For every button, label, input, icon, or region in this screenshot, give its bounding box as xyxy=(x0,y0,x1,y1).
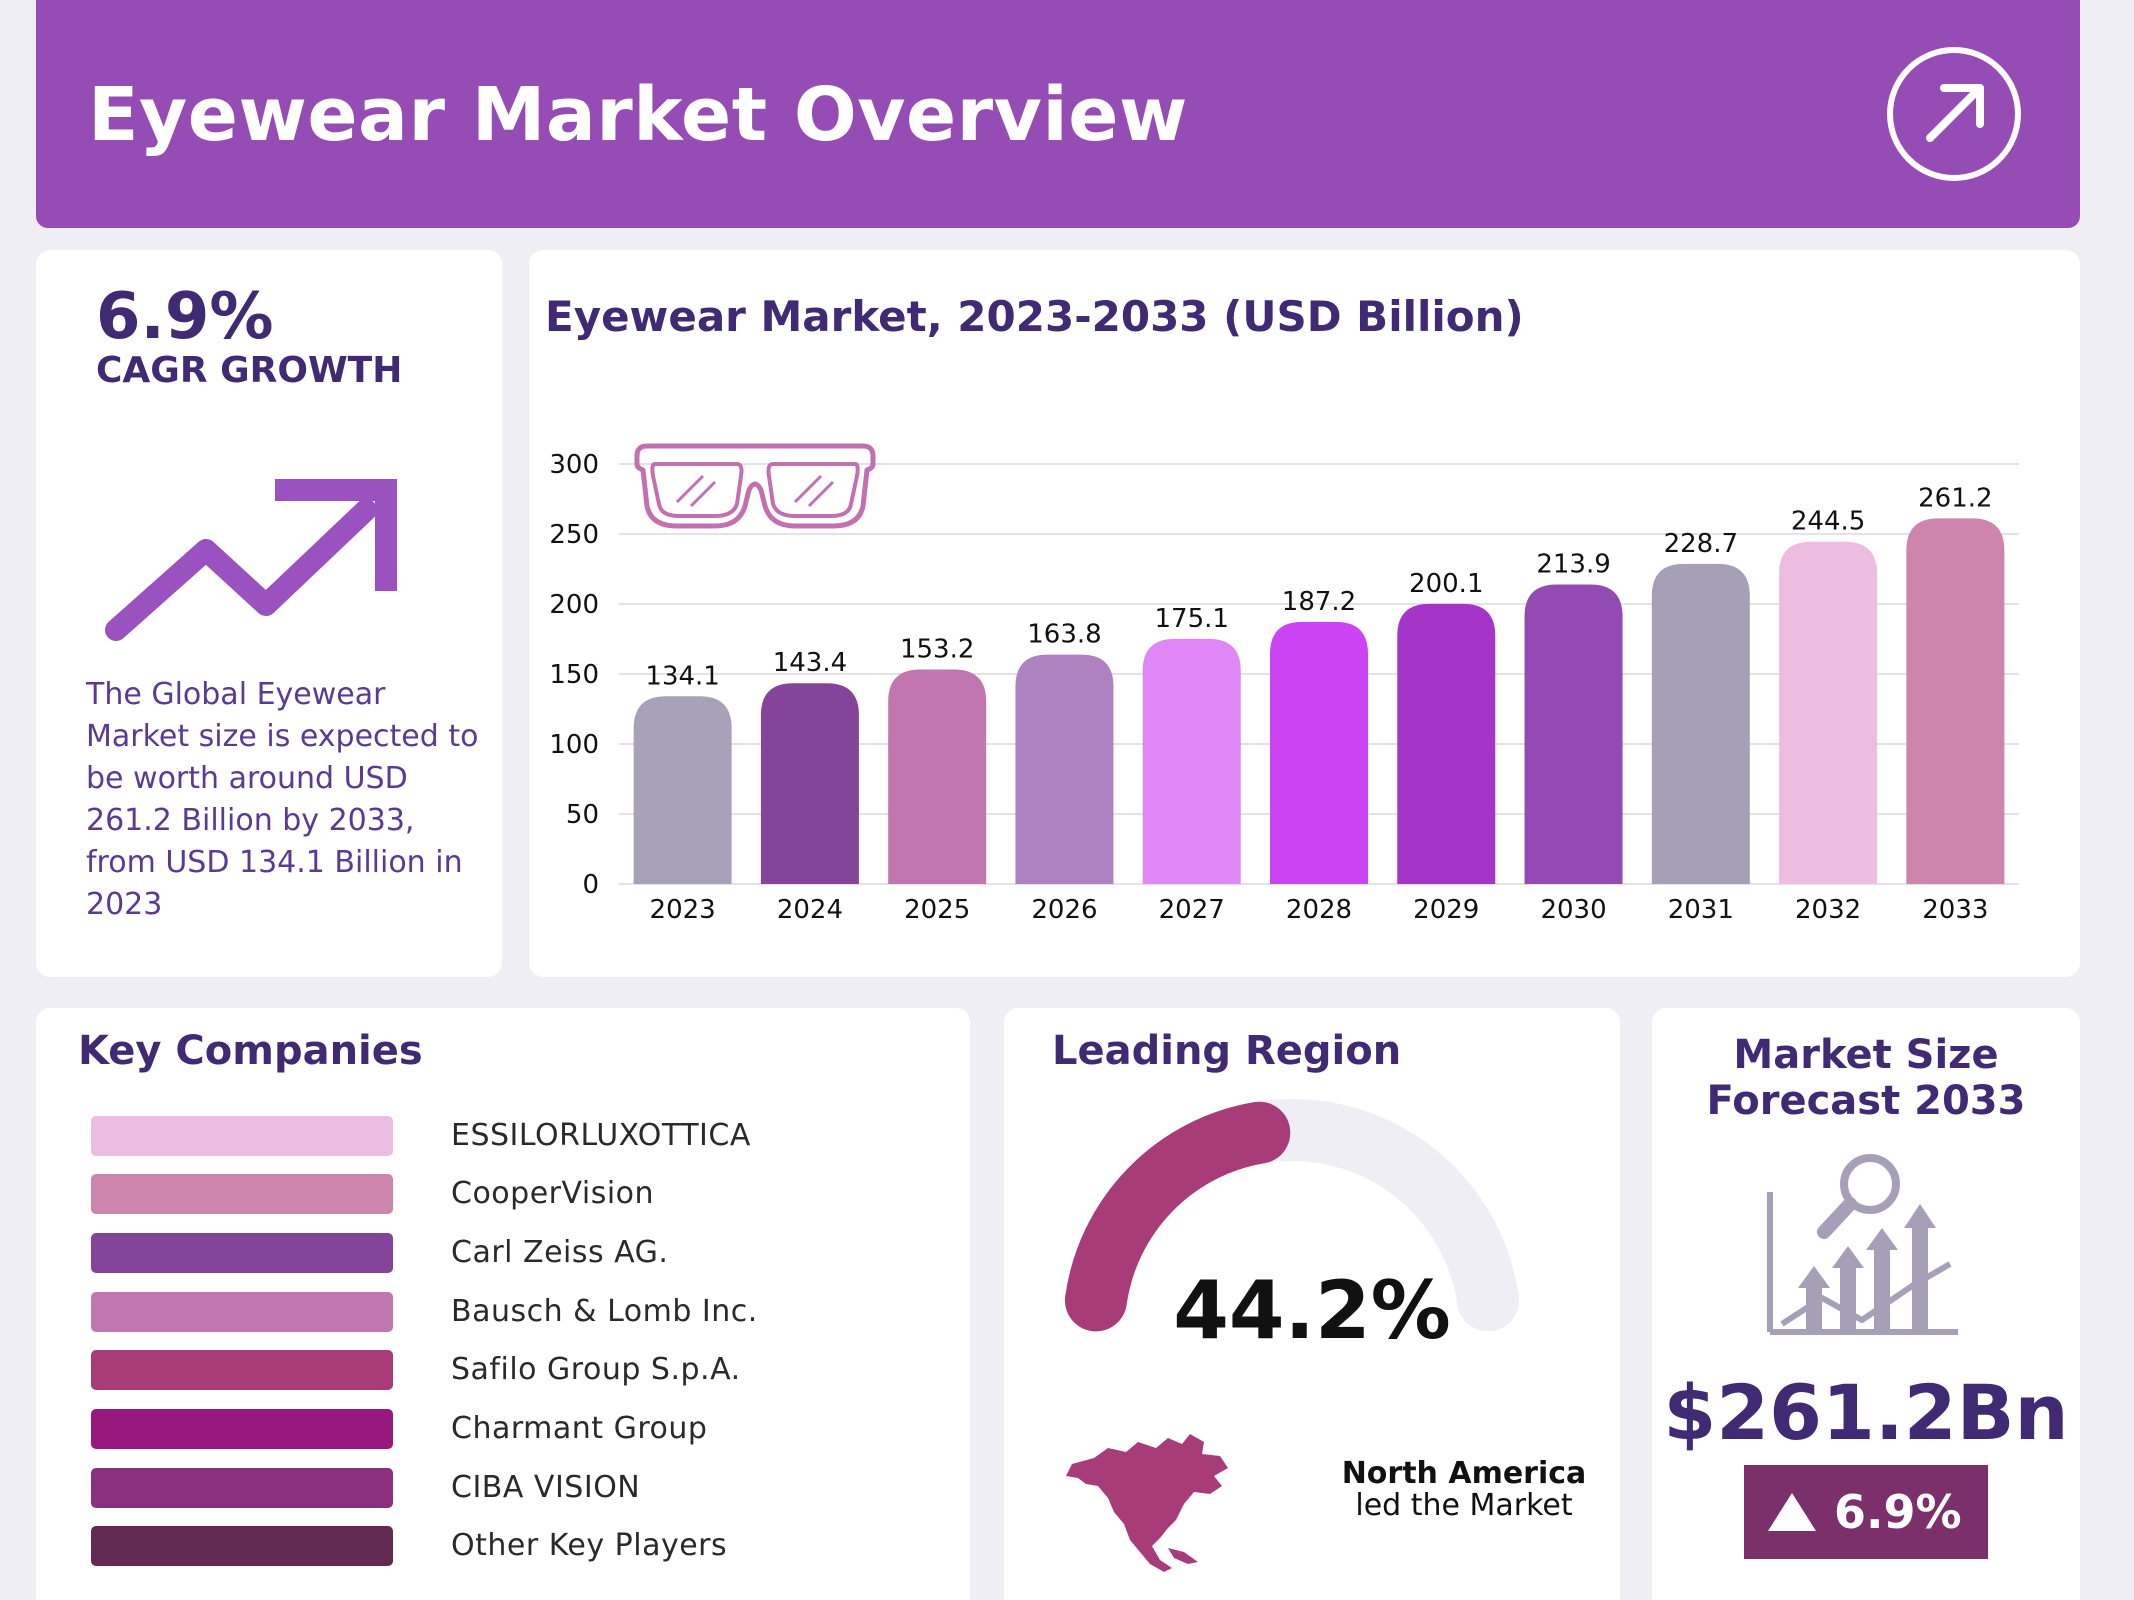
forecast-value: $261.2Bn xyxy=(1663,1368,2069,1457)
bar-2024 xyxy=(760,683,859,884)
cagr-value: 6.9% xyxy=(96,280,274,354)
companies-title: Key Companies xyxy=(78,1028,423,1074)
bar-2030 xyxy=(1524,584,1623,884)
glasses-icon xyxy=(634,443,876,529)
company-row: CIBA VISION xyxy=(91,1468,911,1510)
cagr-description: The Global Eyewear Market size is expect… xyxy=(86,677,479,922)
y-tick-label: 100 xyxy=(549,730,599,760)
company-row: Other Key Players xyxy=(91,1526,911,1568)
region-gauge xyxy=(1064,1099,1520,1332)
x-tick-label: 2032 xyxy=(1795,895,1861,925)
chart-card: Eyewear Market, 2023-2033 (USD Billion) … xyxy=(529,250,2080,977)
company-name: CooperVision xyxy=(451,1176,655,1211)
bar-value-label: 143.4 xyxy=(773,648,847,678)
bar-value-label: 244.5 xyxy=(1791,507,1865,537)
bar-2027 xyxy=(1142,638,1241,884)
company-row: ESSILORLUXOTTICA xyxy=(91,1116,911,1158)
company-swatch xyxy=(91,1292,393,1332)
region-name: North America xyxy=(1341,1456,1587,1491)
company-swatch xyxy=(91,1116,393,1156)
company-swatch xyxy=(91,1526,393,1566)
bar-2026 xyxy=(1015,654,1114,884)
company-row: Safilo Group S.p.A. xyxy=(91,1350,911,1392)
bars-layer: 134.1 2023 143.4 2024 153.2 2025 163.8 2026 175.… xyxy=(633,483,2005,925)
company-name: ESSILORLUXOTTICA xyxy=(451,1118,751,1153)
company-name: CIBA VISION xyxy=(451,1470,641,1505)
bar-chart: 0 50 100 150 200 250 300 134.1 2023 143.4 2024 153… xyxy=(549,443,2019,925)
company-row: Bausch & Lomb Inc. xyxy=(91,1292,911,1334)
x-tick-label: 2033 xyxy=(1922,895,1988,925)
page-title: Eyewear Market Overview xyxy=(88,72,1188,158)
y-tick-label: 300 xyxy=(549,450,599,480)
company-swatch xyxy=(91,1233,393,1273)
y-tick-label: 150 xyxy=(549,660,599,690)
y-tick-label: 50 xyxy=(566,800,599,830)
bar-value-label: 187.2 xyxy=(1282,587,1356,617)
x-tick-label: 2023 xyxy=(650,895,716,925)
bar-value-label: 200.1 xyxy=(1409,569,1483,599)
company-name: Bausch & Lomb Inc. xyxy=(451,1294,758,1329)
y-tick-label: 0 xyxy=(582,870,599,900)
bar-value-label: 228.7 xyxy=(1664,529,1738,559)
company-swatch xyxy=(91,1409,393,1449)
north-america-map-icon xyxy=(1066,1434,1228,1572)
bar-2029 xyxy=(1397,603,1496,884)
company-row: CooperVision xyxy=(91,1174,911,1216)
x-tick-label: 2026 xyxy=(1031,895,1097,925)
company-swatch xyxy=(91,1350,393,1390)
gauge-fill xyxy=(1064,1101,1291,1332)
region-subtitle: led the Market xyxy=(1355,1488,1573,1523)
y-tick-label: 250 xyxy=(549,520,599,550)
bar-value-label: 163.8 xyxy=(1027,620,1101,650)
region-share-value: 44.2% xyxy=(1173,1264,1451,1357)
region-title: Leading Region xyxy=(1052,1028,1402,1074)
x-tick-label: 2024 xyxy=(777,895,843,925)
bar-2023 xyxy=(633,696,732,884)
companies-card: Key Companies ESSILORLUXOTTICA CooperVis… xyxy=(36,1008,970,1600)
market-analysis-icon xyxy=(1767,1154,1958,1335)
bar-value-label: 175.1 xyxy=(1155,604,1229,634)
x-tick-label: 2030 xyxy=(1540,895,1606,925)
region-card: Leading Region 44.2% North America led t… xyxy=(1004,1008,1620,1600)
company-swatch xyxy=(91,1468,393,1508)
company-row: Charmant Group xyxy=(91,1409,911,1451)
growth-value: 6.9% xyxy=(1834,1485,1962,1539)
company-name: Safilo Group S.p.A. xyxy=(451,1352,741,1387)
bar-2033 xyxy=(1906,518,2005,884)
company-name: Carl Zeiss AG. xyxy=(451,1235,669,1270)
x-tick-label: 2029 xyxy=(1413,895,1479,925)
y-tick-label: 200 xyxy=(549,590,599,620)
company-swatch xyxy=(91,1174,393,1214)
chart-title: Eyewear Market, 2023-2033 (USD Billion) xyxy=(545,292,1524,341)
x-tick-label: 2025 xyxy=(904,895,970,925)
bar-value-label: 213.9 xyxy=(1536,550,1610,580)
cagr-card: 6.9% CAGR GROWTH The Global Eyewear Mark… xyxy=(36,250,502,977)
x-tick-label: 2028 xyxy=(1286,895,1352,925)
arrow-up-right-icon[interactable] xyxy=(1884,44,2024,184)
company-name: Charmant Group xyxy=(451,1411,708,1446)
forecast-card: Market Size Forecast 2033 $261.2Bn 6.9% xyxy=(1652,1008,2080,1600)
bar-value-label: 261.2 xyxy=(1918,483,1992,513)
triangle-up-icon xyxy=(1768,1493,1816,1531)
bar-2025 xyxy=(888,669,987,884)
company-name: Other Key Players xyxy=(451,1528,728,1563)
trend-up-icon xyxy=(105,479,397,641)
growth-badge: 6.9% xyxy=(1744,1465,1988,1559)
x-tick-label: 2027 xyxy=(1159,895,1225,925)
cagr-label: CAGR GROWTH xyxy=(96,350,403,391)
forecast-title: Market Size Forecast 2033 xyxy=(1706,1032,2026,1124)
bar-2028 xyxy=(1270,621,1368,884)
bar-value-label: 134.1 xyxy=(645,661,719,691)
bar-value-label: 153.2 xyxy=(900,635,974,665)
bar-2031 xyxy=(1651,563,1750,884)
company-row: Carl Zeiss AG. xyxy=(91,1233,911,1275)
bar-2032 xyxy=(1779,541,1878,884)
x-tick-label: 2031 xyxy=(1668,895,1734,925)
page-header: Eyewear Market Overview xyxy=(36,0,2080,228)
